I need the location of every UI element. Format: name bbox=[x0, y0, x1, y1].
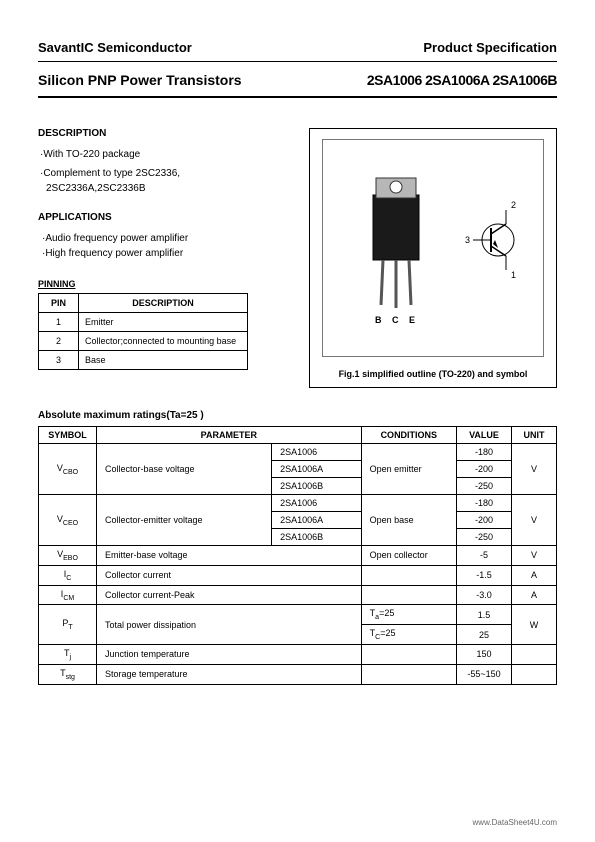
sym-vcbo: VCBO bbox=[39, 444, 97, 495]
part-numbers: 2SA1006 2SA1006A 2SA1006B bbox=[367, 72, 557, 88]
figure-box: B C E 2 3 1 Fig.1 simplified outline (TO… bbox=[309, 128, 557, 388]
table-row: Tj Junction temperature 150 bbox=[39, 644, 557, 664]
pin-labels: B C E bbox=[375, 315, 419, 325]
sym-tj: Tj bbox=[39, 644, 97, 664]
applications-heading: APPLICATIONS bbox=[38, 212, 291, 223]
product-spec-label: Product Specification bbox=[423, 40, 557, 55]
package-svg bbox=[323, 140, 543, 350]
left-column: DESCRIPTION ·With TO-220 package ·Comple… bbox=[38, 128, 291, 388]
table-row: VCBO Collector-base voltage 2SA1006 Open… bbox=[39, 444, 557, 461]
package-drawing: B C E 2 3 1 bbox=[323, 140, 543, 356]
sym-2: 2 bbox=[511, 200, 516, 210]
col-cond: CONDITIONS bbox=[361, 427, 456, 444]
sym-1: 1 bbox=[511, 270, 516, 280]
sym-vceo: VCEO bbox=[39, 495, 97, 546]
upper-content: DESCRIPTION ·With TO-220 package ·Comple… bbox=[38, 128, 557, 388]
sym-icm: ICM bbox=[39, 585, 97, 605]
sym-vebo: VEBO bbox=[39, 546, 97, 566]
col-symbol: SYMBOL bbox=[39, 427, 97, 444]
table-row: IC Collector current -1.5 A bbox=[39, 565, 557, 585]
table-row: ICM Collector current-Peak -3.0 A bbox=[39, 585, 557, 605]
pinning-table: PIN DESCRIPTION 1Emitter 2Collector;conn… bbox=[38, 293, 248, 370]
col-unit: UNIT bbox=[512, 427, 557, 444]
table-row: Tstg Storage temperature -55~150 bbox=[39, 664, 557, 684]
header: SavantIC Semiconductor Product Specifica… bbox=[38, 40, 557, 62]
title-bar: Silicon PNP Power Transistors 2SA1006 2S… bbox=[38, 62, 557, 98]
table-row: 3Base bbox=[39, 351, 248, 370]
ratings-table: SYMBOL PARAMETER CONDITIONS VALUE UNIT V… bbox=[38, 426, 557, 685]
sym-tstg: Tstg bbox=[39, 664, 97, 684]
desc-line3: 2SC2336A,2SC2336B bbox=[38, 183, 291, 194]
col-value: VALUE bbox=[457, 427, 512, 444]
desc-line1: ·With TO-220 package bbox=[38, 149, 291, 160]
company-name: SavantIC Semiconductor bbox=[38, 40, 192, 55]
table-header-row: SYMBOL PARAMETER CONDITIONS VALUE UNIT bbox=[39, 427, 557, 444]
applications-section: APPLICATIONS ·Audio frequency power ampl… bbox=[38, 212, 291, 259]
pin-col-header: PIN bbox=[39, 294, 79, 313]
table-row: 2Collector;connected to mounting base bbox=[39, 332, 248, 351]
figure-inner: B C E 2 3 1 bbox=[322, 139, 544, 357]
footer-link: www.DataSheet4U.com bbox=[473, 818, 557, 827]
sym-3: 3 bbox=[465, 235, 470, 245]
pinning-heading: PINNING bbox=[38, 279, 291, 289]
sym-pt: PT bbox=[39, 605, 97, 645]
sym-ic: IC bbox=[39, 565, 97, 585]
app-line2: ·High frequency power amplifier bbox=[38, 248, 291, 259]
product-type: Silicon PNP Power Transistors bbox=[38, 72, 242, 88]
table-row: PT Total power dissipation Ta=25 1.5 W bbox=[39, 605, 557, 625]
desc-line2: ·Complement to type 2SC2336, bbox=[38, 168, 291, 179]
desc-col-header: DESCRIPTION bbox=[79, 294, 248, 313]
col-param: PARAMETER bbox=[97, 427, 362, 444]
figure-column: B C E 2 3 1 Fig.1 simplified outline (TO… bbox=[309, 128, 557, 388]
description-heading: DESCRIPTION bbox=[38, 128, 291, 139]
ratings-heading: Absolute maximum ratings(Ta=25 ) bbox=[38, 410, 557, 421]
app-line1: ·Audio frequency power amplifier bbox=[38, 233, 291, 244]
figure-caption: Fig.1 simplified outline (TO-220) and sy… bbox=[310, 369, 556, 379]
table-row: VCEO Collector-emitter voltage 2SA1006 O… bbox=[39, 495, 557, 512]
table-row: 1Emitter bbox=[39, 313, 248, 332]
table-row: VEBO Emitter-base voltage Open collector… bbox=[39, 546, 557, 566]
